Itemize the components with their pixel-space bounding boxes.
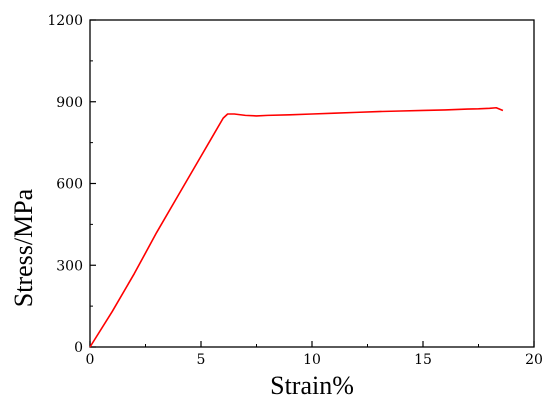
stress-strain-curve <box>89 106 504 348</box>
y-axis-title: Stress/MPa <box>9 188 38 307</box>
series-layer <box>89 106 504 348</box>
y-tick-label: 1200 <box>47 13 83 29</box>
plot-area-frame <box>89 19 535 348</box>
x-tick-label: 10 <box>303 352 321 368</box>
axis-ticks <box>89 19 535 348</box>
y-tick-label: 300 <box>56 258 83 274</box>
y-tick-label: 900 <box>56 95 83 111</box>
x-axis-title: Strain% <box>270 371 354 400</box>
x-tick-label: 5 <box>197 352 206 368</box>
x-tick-label: 0 <box>86 352 95 368</box>
y-tick-label: 0 <box>74 340 83 356</box>
x-tick-label: 20 <box>525 352 543 368</box>
axis-tick-labels: 0 5 10 15 20 0 300 600 900 1200 <box>47 13 543 368</box>
x-tick-label: 15 <box>414 352 432 368</box>
y-tick-label: 600 <box>56 177 83 193</box>
